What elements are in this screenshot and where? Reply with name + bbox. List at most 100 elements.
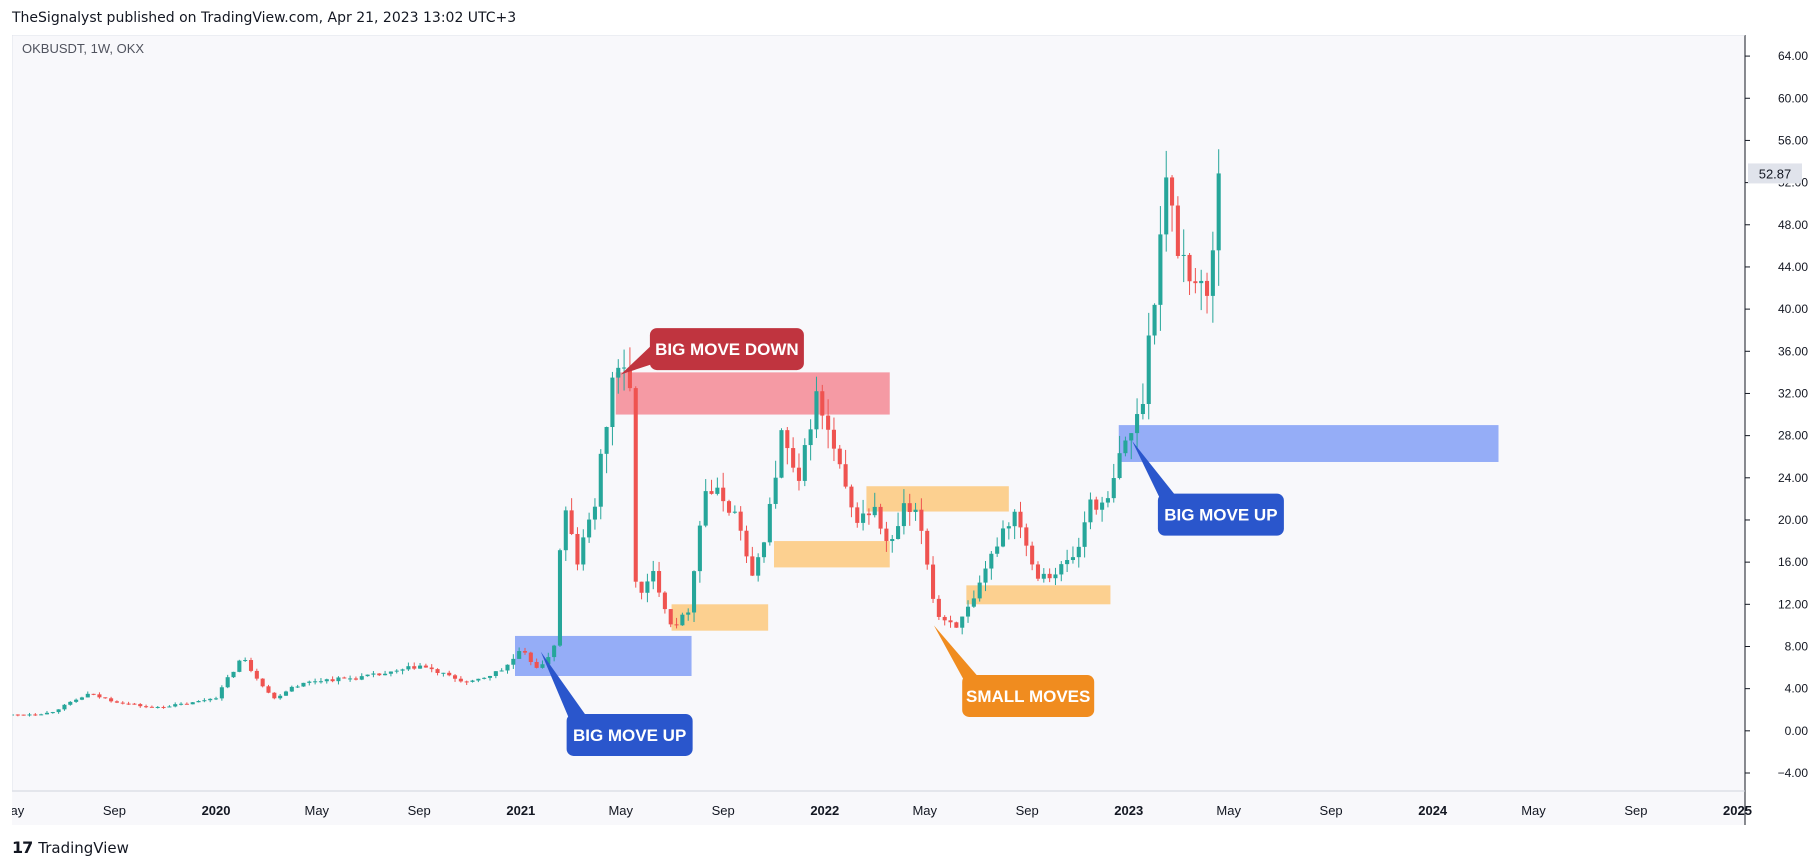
candle-bull xyxy=(977,582,982,599)
candle-bull xyxy=(779,430,784,478)
candle-bear xyxy=(919,509,924,531)
candle-bear xyxy=(266,686,271,693)
candle-bear xyxy=(447,672,452,676)
zone-orange xyxy=(773,541,890,568)
candle-bull xyxy=(237,660,242,672)
candle-bull xyxy=(1070,557,1075,561)
candle-bull xyxy=(243,660,248,662)
candle-bull xyxy=(196,701,201,703)
candle-bull xyxy=(1111,478,1116,499)
candle-bull xyxy=(680,614,685,626)
candle-bull xyxy=(50,712,55,714)
candle-bear xyxy=(855,507,860,523)
chart-frame: BIG MOVE DOWN BIG MOVE UP SMALL MOVES BIG M… xyxy=(12,35,1814,825)
candle-bull xyxy=(365,674,370,677)
candle-bear xyxy=(1170,177,1175,206)
candle-bear xyxy=(575,533,580,565)
candle-bull xyxy=(587,519,592,538)
candle-bull xyxy=(1140,404,1145,415)
x-tick-label: Sep xyxy=(103,803,126,818)
candle-bear xyxy=(435,669,440,673)
candle-bear xyxy=(931,564,936,599)
candle-bull xyxy=(487,675,493,678)
candle-bear xyxy=(907,503,912,512)
zone-red xyxy=(615,372,890,415)
candle-bull xyxy=(1000,528,1006,547)
candle-bull xyxy=(1164,177,1169,235)
candle-bull xyxy=(802,445,807,481)
tradingview-logo[interactable]: 17 TradingView xyxy=(12,838,129,857)
x-tick-label: May xyxy=(1216,803,1241,818)
candle-bull xyxy=(336,677,341,682)
candle-bear xyxy=(15,714,20,716)
candle-bear xyxy=(120,702,125,704)
candle-bull xyxy=(703,491,708,526)
candle-bull xyxy=(39,714,44,716)
candle-bull xyxy=(1129,433,1134,441)
x-tick-label: Sep xyxy=(1016,803,1039,818)
candle-bear xyxy=(878,506,883,529)
candle-bull xyxy=(890,539,895,542)
candle-bull xyxy=(394,670,399,672)
candle-bear xyxy=(272,692,277,699)
candle-bull xyxy=(173,704,178,707)
symbol-label: OKBUSDT, 1W, OKX xyxy=(22,41,144,56)
candle-bull xyxy=(622,367,627,369)
y-tick-label: 4.00 xyxy=(1785,682,1809,696)
candle-bear xyxy=(330,679,335,682)
x-tick-label: May xyxy=(912,803,937,818)
candle-bull xyxy=(27,714,32,716)
candle-bull xyxy=(301,682,306,687)
candle-bull xyxy=(283,691,289,696)
candle-bull xyxy=(697,525,702,572)
zone-blue xyxy=(1118,425,1499,462)
candle-bull xyxy=(1158,234,1163,305)
candle-bear xyxy=(866,513,871,516)
candle-bull xyxy=(1059,564,1064,575)
candle-bear xyxy=(826,415,831,430)
candle-bull xyxy=(359,676,364,680)
candle-bear xyxy=(837,448,842,465)
candle-bull xyxy=(225,677,230,688)
y-tick-label: 40.00 xyxy=(1778,302,1808,316)
candle-bear xyxy=(668,609,673,625)
candle-bull xyxy=(406,666,411,670)
candlestick-chart[interactable]: BIG MOVE DOWN BIG MOVE UP SMALL MOVES BIG M… xyxy=(12,35,1814,825)
candle-bear xyxy=(412,666,417,669)
y-tick-label: 48.00 xyxy=(1778,218,1808,232)
candle-bull xyxy=(1006,526,1011,529)
candle-bull xyxy=(995,546,1000,554)
candle-bear xyxy=(458,678,463,682)
candle-bull xyxy=(610,377,615,428)
candle-bull xyxy=(901,503,906,527)
callout-pointer xyxy=(540,651,603,739)
x-tick-label: 2025 xyxy=(1723,803,1752,818)
callout-pointer xyxy=(1132,440,1194,519)
y-tick-label: −4.00 xyxy=(1778,766,1809,780)
candle-bull xyxy=(470,680,475,682)
candle-bull xyxy=(56,709,61,713)
candle-bear xyxy=(750,556,755,576)
candle-bear xyxy=(657,571,662,593)
candle-bull xyxy=(592,506,597,520)
candle-bull xyxy=(651,571,656,582)
candle-bull xyxy=(202,700,207,702)
candle-bear xyxy=(1035,564,1041,579)
candle-bull xyxy=(581,537,586,565)
candle-bear xyxy=(1047,573,1052,579)
candle-bull xyxy=(1152,304,1157,336)
candle-bear xyxy=(1175,205,1180,256)
candle-bull xyxy=(896,526,901,540)
zone-orange xyxy=(671,604,769,631)
candle-bull xyxy=(773,477,778,504)
candle-bull xyxy=(493,671,498,676)
candle-bear xyxy=(721,487,726,502)
candle-bull xyxy=(756,557,761,576)
y-tick-label: 0.00 xyxy=(1785,724,1809,738)
candle-bear xyxy=(254,670,259,679)
candle-bull xyxy=(511,658,516,665)
x-tick-label: Sep xyxy=(408,803,431,818)
candle-bull xyxy=(1076,546,1081,558)
candle-bear xyxy=(138,704,143,707)
candle-bear xyxy=(114,701,119,703)
